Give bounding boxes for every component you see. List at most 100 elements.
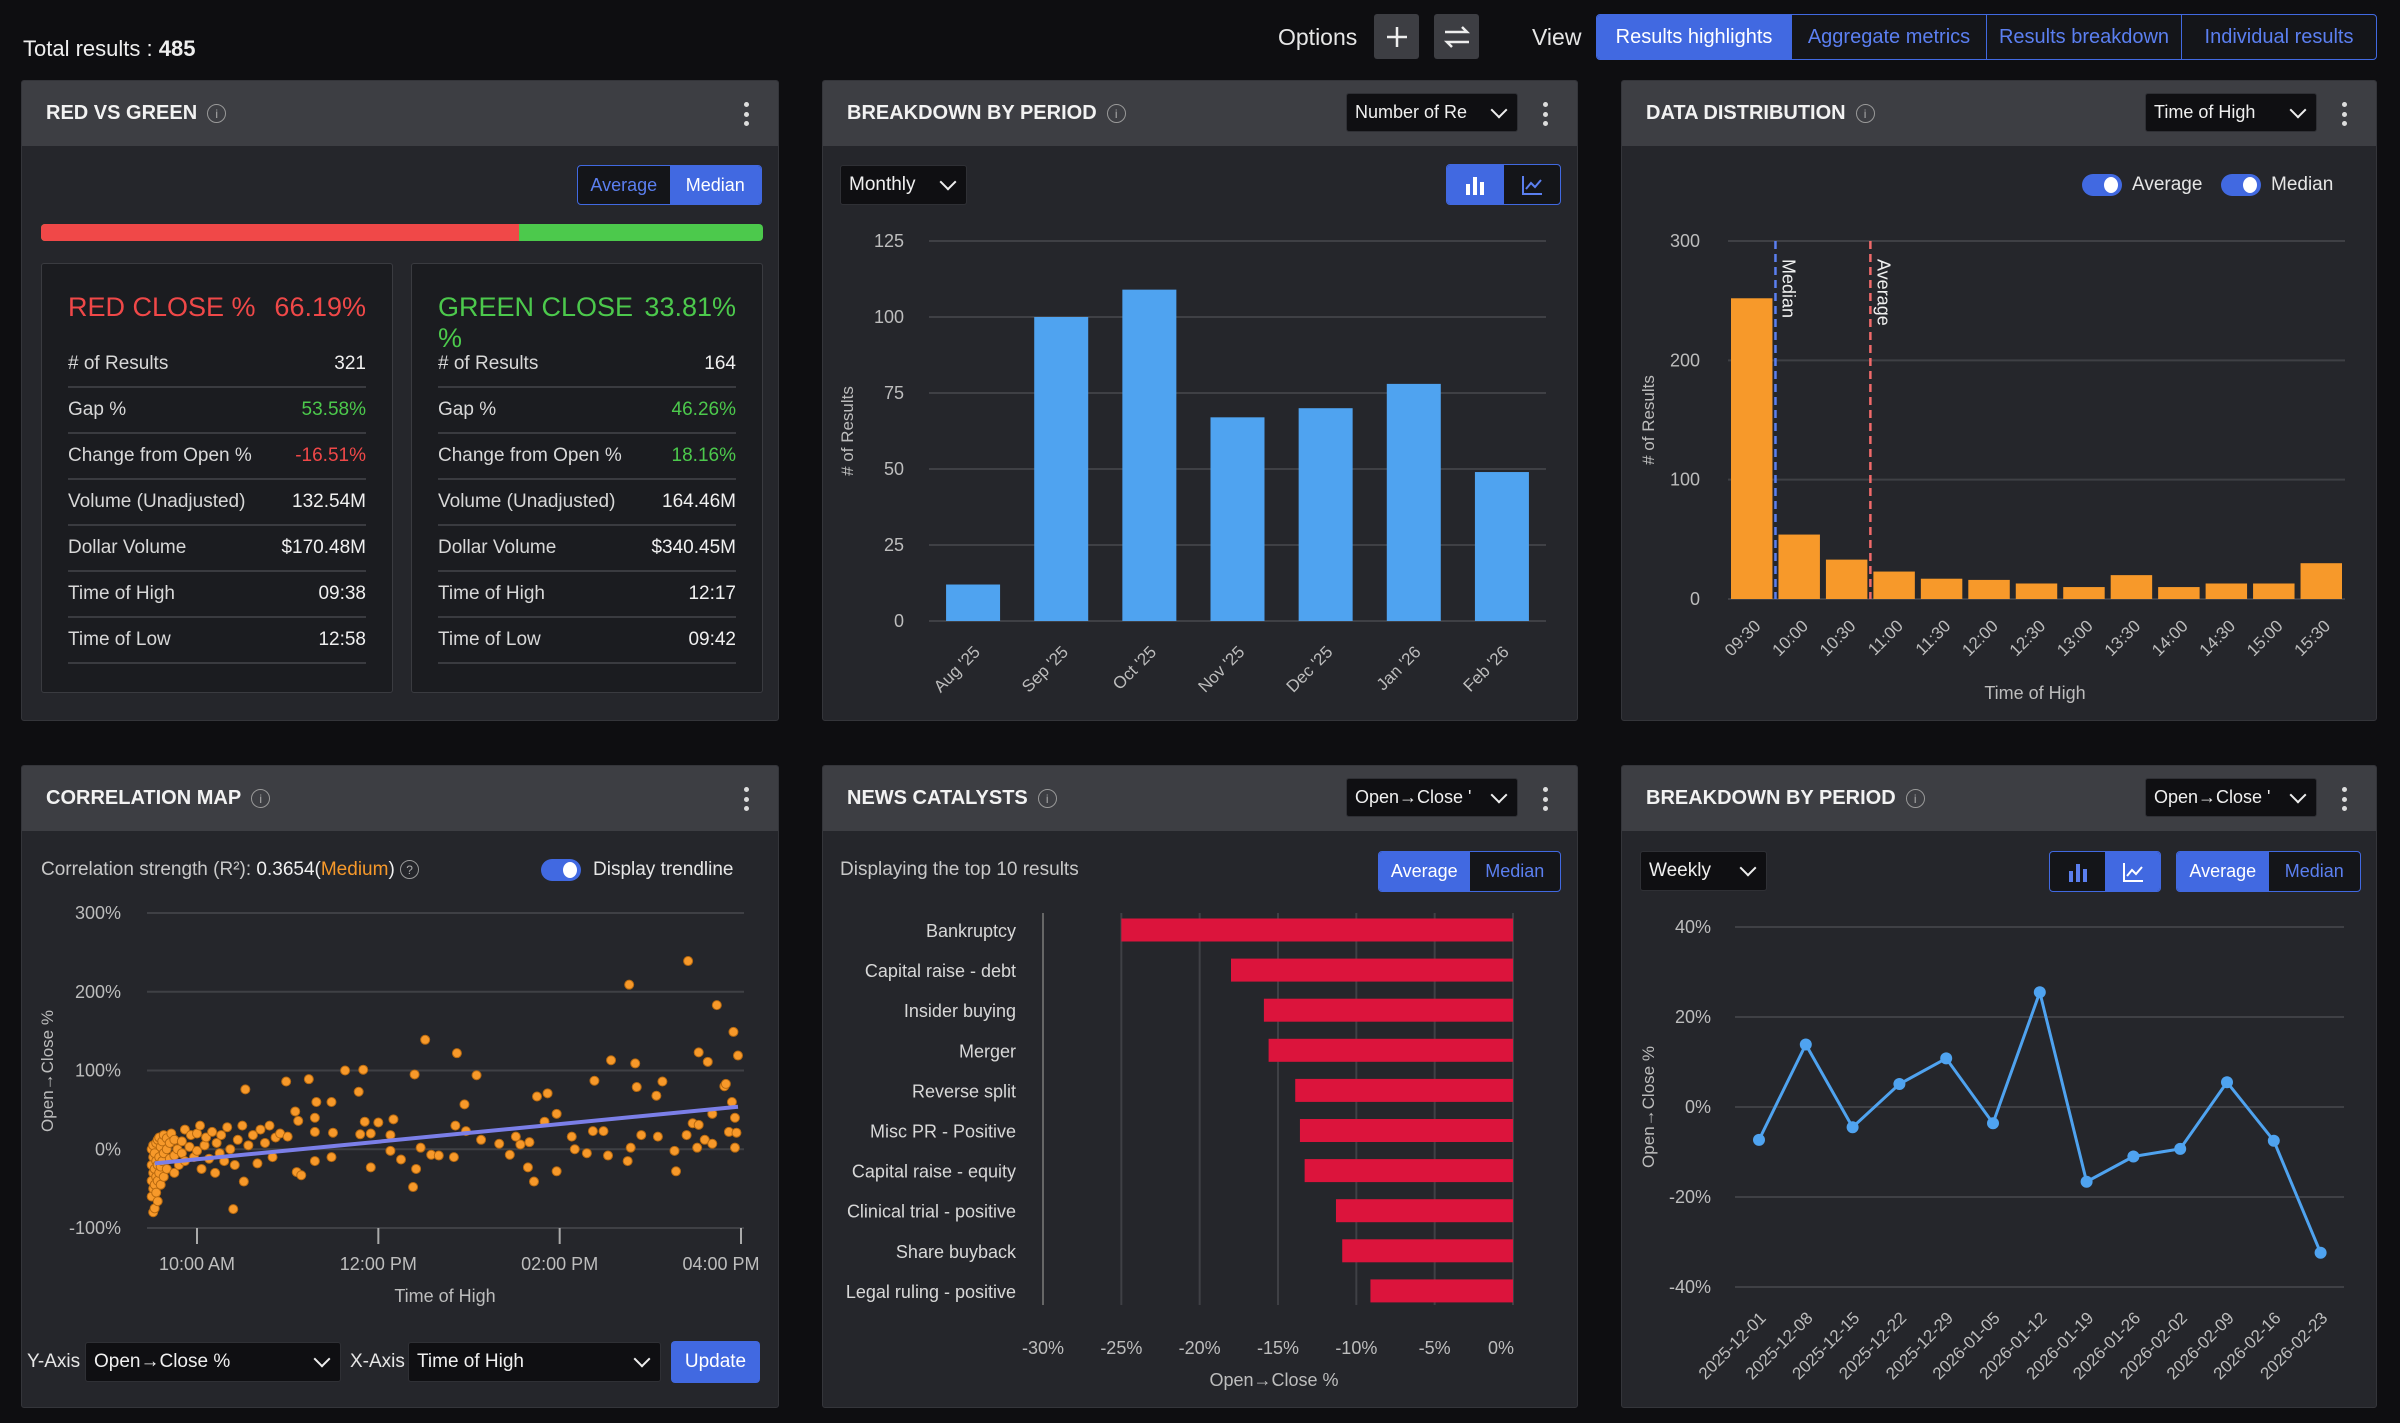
x-axis-select[interactable]: Time of High <box>408 1342 661 1382</box>
more-menu-icon[interactable] <box>1538 784 1552 814</box>
metric-select[interactable]: Number of Re <box>1346 93 1518 132</box>
stat-row: Time of High 12:17 <box>438 572 736 618</box>
stat-label: Gap % <box>68 399 127 420</box>
scatter-point <box>681 1130 692 1141</box>
bar-misc-pr-positive <box>1299 1119 1513 1142</box>
x-axis-title: Time of High <box>394 1286 495 1306</box>
data-point-2026-01-26 <box>2127 1150 2140 1163</box>
scatter-point <box>731 1127 742 1138</box>
x-tick-label: 0% <box>1488 1338 1514 1358</box>
trendline-toggle[interactable] <box>541 859 581 881</box>
more-menu-icon[interactable] <box>739 99 753 129</box>
info-icon[interactable]: i <box>207 104 227 123</box>
red-portion <box>41 224 519 241</box>
scatter-point <box>630 1058 641 1069</box>
bar-1030 <box>1825 559 1868 599</box>
tab-aggregate-metrics[interactable]: Aggregate metrics <box>1792 15 1987 59</box>
update-button[interactable]: Update <box>671 1341 760 1383</box>
red-close-card: RED CLOSE % 66.19% # of Results 321 Gap % 53… <box>41 263 393 693</box>
scatter-point <box>340 1065 351 1076</box>
stat-row: Dollar Volume $340.45M <box>438 526 736 572</box>
bar-chart-button[interactable] <box>1447 165 1504 204</box>
panel-title: NEWS CATALYSTS i <box>847 787 1057 810</box>
bar-1230 <box>2015 583 2058 599</box>
info-icon[interactable]: i <box>1905 789 1925 808</box>
more-menu-icon[interactable] <box>2337 99 2351 129</box>
average-toggle[interactable] <box>2082 174 2122 196</box>
scatter-point <box>255 1124 266 1135</box>
line-chart-icon <box>2122 862 2143 882</box>
line-chart-button[interactable] <box>2105 852 2160 891</box>
more-menu-icon[interactable] <box>739 784 753 814</box>
bar-1500 <box>2253 583 2295 599</box>
period-select[interactable]: Monthly <box>840 165 967 205</box>
stat-row: Time of Low 09:42 <box>438 618 736 664</box>
scatter-point <box>622 1156 633 1167</box>
scatter-point <box>293 1115 304 1126</box>
more-menu-icon[interactable] <box>2337 784 2351 814</box>
y-axis-title: Open→Close % <box>1639 1046 1658 1168</box>
info-icon[interactable]: i <box>1037 789 1057 808</box>
x-tick-label: 09:30 <box>1721 616 1765 660</box>
average-median-toggle: Average Median <box>577 165 762 205</box>
average-option[interactable]: Average <box>2177 852 2269 891</box>
bar-dec-25 <box>1298 408 1353 621</box>
metric-select[interactable]: Open→Close ' <box>2145 778 2317 817</box>
tab-results-highlights[interactable]: Results highlights <box>1597 15 1792 59</box>
chevron-down-icon <box>2289 101 2307 118</box>
x-tick-label: Aug '25 <box>930 642 984 696</box>
median-option[interactable]: Median <box>669 166 761 204</box>
x-tick-label: Feb '26 <box>1460 642 1513 695</box>
bar-merger <box>1268 1038 1513 1062</box>
scatter-point <box>385 1145 396 1156</box>
scatter-point <box>388 1114 399 1125</box>
tab-results-breakdown[interactable]: Results breakdown <box>1987 15 2182 59</box>
x-tick-label: Sep '25 <box>1018 642 1072 696</box>
help-icon[interactable]: ? <box>400 860 420 880</box>
stat-label: Time of Low <box>438 629 541 650</box>
scatter-point <box>222 1122 233 1133</box>
stat-label: Volume (Unadjusted) <box>68 491 246 512</box>
correlation-strength-label: Correlation strength (R²): <box>41 859 252 880</box>
panel-header: BREAKDOWN BY PERIOD i Open→Close ' <box>1622 766 2376 831</box>
y-axis-select[interactable]: Open→Close % <box>85 1342 341 1382</box>
stat-label: Volume (Unadjusted) <box>438 491 616 512</box>
bar-oct-25 <box>1122 289 1177 621</box>
stat-label: Dollar Volume <box>438 537 557 558</box>
scatter-point <box>355 1129 366 1140</box>
scatter-point <box>551 1166 562 1177</box>
info-icon[interactable]: i <box>251 789 271 808</box>
metric-select[interactable]: Open→Close ' <box>1346 778 1518 817</box>
average-option[interactable]: Average <box>1379 852 1470 891</box>
line-chart-icon <box>1521 175 1542 195</box>
scatter-point <box>309 1156 320 1167</box>
stat-value: 53.58% <box>301 399 366 420</box>
more-menu-icon[interactable] <box>1538 99 1552 129</box>
data-point-2026-02-09 <box>2221 1076 2233 1089</box>
swap-button[interactable] <box>1434 14 1479 59</box>
bar-feb-26 <box>1474 472 1529 621</box>
add-button[interactable] <box>1374 14 1419 59</box>
median-marker-label: Median <box>1778 259 1798 318</box>
median-toggle[interactable] <box>2221 174 2261 196</box>
stat-row: # of Results 321 <box>68 342 366 388</box>
info-icon[interactable]: i <box>1106 104 1126 123</box>
green-close-card: GREEN CLOSE % 33.81% # of Results 164 Gap %… <box>411 263 763 693</box>
info-icon[interactable]: i <box>1855 104 1875 123</box>
panel-header: CORRELATION MAP i <box>22 766 778 831</box>
bar-chart-button[interactable] <box>2050 852 2105 891</box>
tab-individual-results[interactable]: Individual results <box>2204 25 2354 48</box>
average-option[interactable]: Average <box>590 174 658 195</box>
period-select[interactable]: Weekly <box>1640 851 1767 891</box>
scatter-point <box>551 1108 562 1119</box>
median-option[interactable]: Median <box>1485 861 1545 881</box>
line-chart-button[interactable] <box>1504 165 1561 204</box>
bar-1530 <box>2300 563 2342 599</box>
scatter-point <box>624 979 635 990</box>
scatter-point <box>232 1134 243 1145</box>
chevron-down-icon <box>2289 786 2307 803</box>
x-tick-label: 10:00 <box>1769 616 1813 660</box>
scatter-point <box>707 1138 718 1149</box>
median-option[interactable]: Median <box>2284 861 2344 881</box>
field-select[interactable]: Time of High <box>2145 93 2317 132</box>
